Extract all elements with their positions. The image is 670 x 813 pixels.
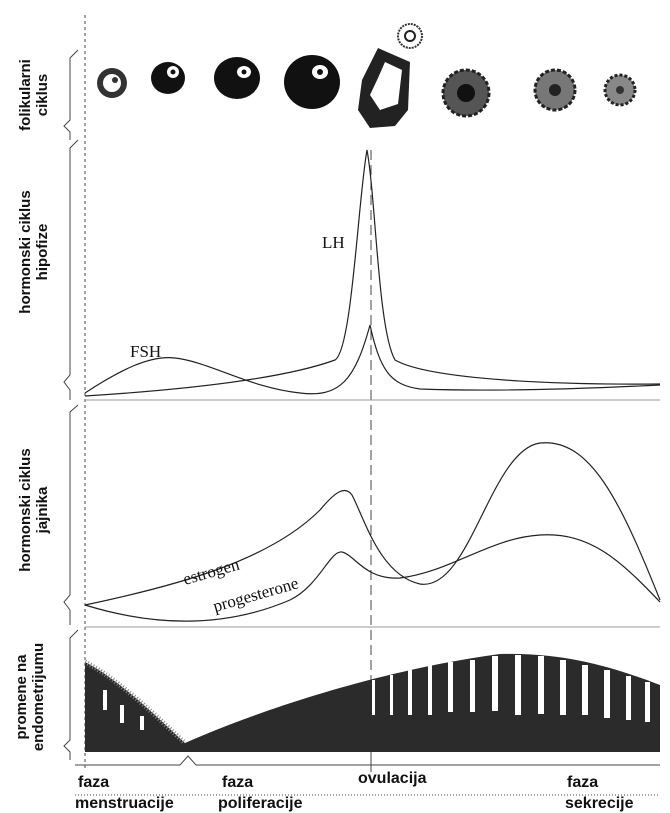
estrogen-label: estrogen (181, 555, 242, 589)
section-label: folikularni (17, 59, 34, 131)
endometrium (83, 653, 660, 752)
phase-label: faza (78, 774, 109, 791)
phase-label: faza (222, 774, 253, 791)
phase-label: faza (567, 774, 598, 791)
section-label: ciklus (34, 74, 51, 117)
follicles (97, 23, 637, 128)
phase-label: menstruacije (75, 795, 174, 812)
section-label: hipofize (34, 224, 51, 281)
section-label: promene na (13, 654, 30, 740)
progesterone-label: progesterone (211, 573, 301, 615)
progesterone-curve (84, 534, 661, 622)
fsh-label: FSH (130, 342, 161, 361)
section-label: endometrijumu (30, 643, 47, 751)
estrogen-curve (84, 442, 661, 606)
lh-curve (84, 149, 661, 397)
section-labels: folikularni ciklus hormonski ciklus hipo… (13, 59, 51, 751)
section-label: hormonski ciklus (17, 448, 34, 571)
fsh-curve (84, 324, 661, 395)
lh-label: LH (322, 233, 345, 252)
section-label: hormonski ciklus (17, 190, 34, 313)
phase-label: poliferacije (218, 795, 303, 812)
phase-rulers (75, 755, 660, 796)
phase-label: ovulacija (358, 770, 427, 787)
phase-label: sekrecije (565, 795, 634, 812)
section-label: jajnika (34, 486, 51, 534)
brackets (63, 15, 660, 770)
